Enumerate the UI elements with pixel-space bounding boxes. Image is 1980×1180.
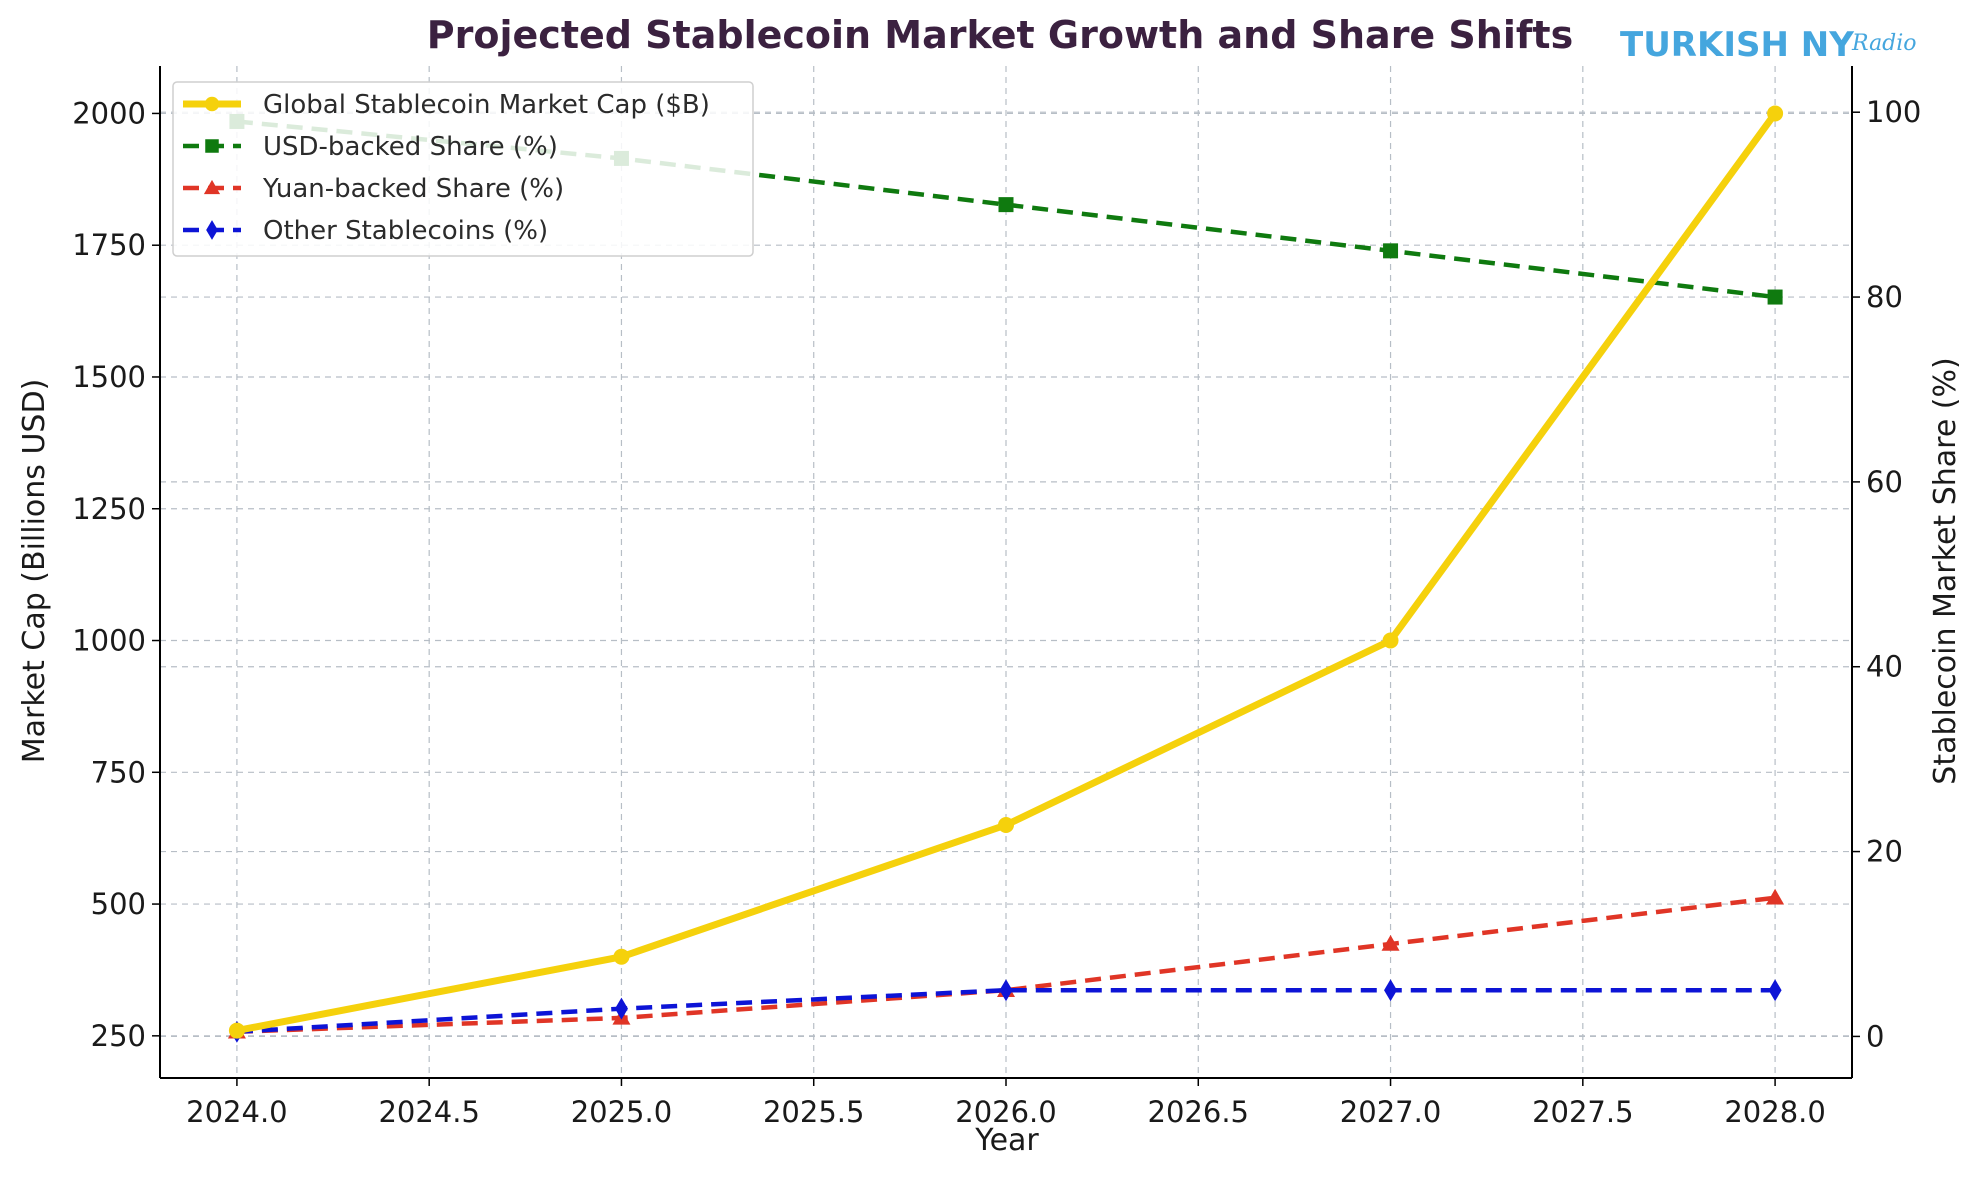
series-line [236, 895, 1776, 1035]
legend-marker [205, 139, 219, 153]
data-point [1768, 979, 1782, 1002]
tick-labels: 2024.0 2024.5 2025.0 2025.5 2026.0 2026.5 2027… [72, 95, 1921, 1129]
legend-label: Yuan-backed Share (%) [262, 174, 564, 204]
data-point [998, 817, 1014, 833]
legend: Global Stablecoin Market Cap ($B) USD-bac… [172, 81, 754, 257]
data-point [1767, 289, 1783, 305]
data-point [614, 997, 628, 1020]
left-y-tick-label: 1000 [72, 624, 146, 658]
watermark-logo: TURKISH NY Radio [1620, 25, 1917, 65]
right-y-axis-label: Stablecoin Market Share (%) [1928, 357, 1963, 784]
legend-marker [203, 179, 221, 195]
right-y-tick-label: 20 [1866, 835, 1903, 869]
data-point [1767, 105, 1784, 122]
series-line [236, 987, 1776, 1035]
right-y-tick-label: 40 [1866, 650, 1903, 684]
left-y-tick-label: 1750 [72, 228, 146, 262]
watermark-brand: TURKISH NY [1620, 25, 1854, 65]
x-tick-label: 2026.5 [1148, 1095, 1249, 1129]
chart-title: Projected Stablecoin Market Growth and S… [427, 13, 1573, 57]
legend-marker [206, 220, 218, 240]
data-point [999, 979, 1013, 1002]
data-point [998, 197, 1014, 213]
legend-entry: USD-backed Share (%) [183, 132, 558, 162]
left-y-tick-label: 1250 [72, 492, 146, 526]
left-y-axis-label: Market Cap (Billions USD) [17, 379, 52, 764]
watermark-sub: Radio [1851, 31, 1917, 56]
right-y-tick-label: 60 [1866, 465, 1903, 499]
right-y-tick-label: 80 [1866, 280, 1903, 314]
left-y-tick-label: 1500 [72, 360, 146, 394]
x-tick-label: 2028.0 [1724, 1095, 1825, 1129]
x-tick-label: 2026.0 [955, 1095, 1056, 1129]
x-tick-label: 2024.5 [378, 1095, 479, 1129]
data-point [1381, 934, 1400, 951]
legend-label: Other Stablecoins (%) [263, 216, 548, 246]
right-y-tick-label: 0 [1866, 1019, 1884, 1053]
left-y-tick-label: 500 [91, 887, 146, 921]
data-point [1766, 888, 1785, 905]
legend-entry: Global Stablecoin Market Cap ($B) [183, 90, 710, 120]
right-y-tick-label: 100 [1866, 95, 1921, 129]
data-point [228, 1022, 245, 1039]
legend-entry: Other Stablecoins (%) [183, 216, 548, 246]
x-tick-label: 2027.5 [1532, 1095, 1633, 1129]
legend-label: Global Stablecoin Market Cap ($B) [263, 90, 710, 120]
left-y-tick-label: 250 [91, 1019, 146, 1053]
left-y-tick-label: 2000 [72, 96, 146, 130]
data-point [1382, 632, 1399, 649]
x-axis-label: Year [974, 1123, 1039, 1158]
data-point [613, 948, 630, 965]
data-point [1383, 243, 1399, 259]
x-tick-label: 2024.0 [186, 1095, 287, 1129]
series-group [228, 105, 1784, 1039]
axes [152, 66, 1860, 1086]
legend-box [172, 81, 754, 257]
legend-label: USD-backed Share (%) [263, 132, 558, 162]
left-y-tick-label: 750 [91, 755, 146, 789]
x-tick-label: 2025.5 [763, 1095, 864, 1129]
x-tick-label: 2027.0 [1340, 1095, 1441, 1129]
legend-marker [204, 96, 220, 112]
data-point [1384, 979, 1398, 1002]
x-tick-label: 2025.0 [571, 1095, 672, 1129]
legend-entry: Yuan-backed Share (%) [183, 174, 564, 204]
grid [160, 66, 1852, 1078]
